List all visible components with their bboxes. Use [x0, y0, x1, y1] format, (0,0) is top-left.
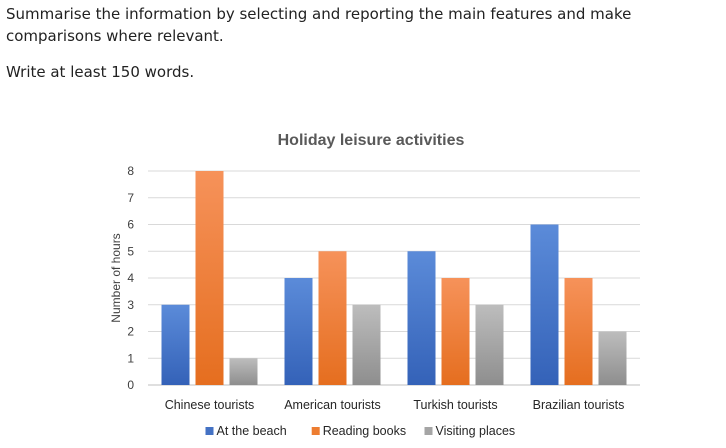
- bar: [441, 278, 470, 385]
- bar: [161, 304, 190, 385]
- bar: [195, 171, 224, 385]
- legend-label: Reading books: [323, 424, 406, 438]
- bar: [475, 304, 504, 385]
- bar: [564, 278, 593, 385]
- legend-swatch: [311, 427, 320, 435]
- bar: [318, 251, 347, 385]
- x-category-label: Turkish tourists: [413, 398, 497, 412]
- y-axis-label: Number of hours: [109, 233, 123, 322]
- instruction-line-1: Summarise the information by selecting a…: [6, 5, 632, 45]
- y-tick-label: 8: [127, 164, 134, 178]
- y-tick-label: 0: [127, 378, 134, 392]
- x-category-label: American tourists: [284, 398, 381, 412]
- instruction-line-2: Write at least 150 words.: [6, 63, 195, 81]
- y-tick-label: 5: [127, 244, 134, 258]
- task-instructions: Summarise the information by selecting a…: [6, 3, 718, 83]
- bar: [407, 251, 436, 385]
- y-tick-label: 1: [127, 351, 134, 365]
- bar: [530, 224, 559, 385]
- y-tick-label: 6: [127, 218, 134, 232]
- chart-title: Holiday leisure activities: [278, 132, 465, 149]
- y-tick-label: 2: [127, 325, 134, 339]
- legend-label: Visiting places: [436, 424, 516, 438]
- bar: [229, 358, 258, 385]
- legend-swatch: [424, 427, 433, 435]
- y-tick-label: 3: [127, 298, 134, 312]
- x-category-label: Chinese tourists: [165, 398, 255, 412]
- x-category-label: Brazilian tourists: [533, 398, 625, 412]
- bar: [284, 278, 313, 385]
- bar: [352, 304, 381, 385]
- y-tick-label: 4: [127, 271, 134, 285]
- legend-label: At the beach: [217, 424, 287, 438]
- bar: [598, 331, 627, 385]
- y-tick-label: 7: [127, 191, 134, 205]
- legend-swatch: [205, 427, 214, 435]
